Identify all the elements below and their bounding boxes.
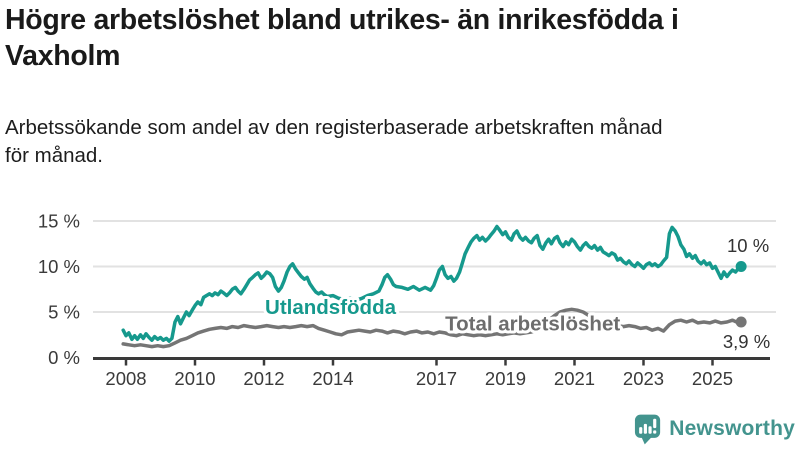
- page-title: Högre arbetslöshet bland utrikes- än inr…: [5, 2, 797, 74]
- x-axis-label: 2021: [554, 368, 595, 389]
- y-axis-label: 10 %: [38, 256, 80, 277]
- x-axis-label: 2019: [485, 368, 526, 389]
- y-axis-label: 5 %: [48, 302, 80, 323]
- series-label-utlandsfodda: Utlandsfödda: [265, 296, 397, 319]
- series-line-utlandsfodda: [121, 224, 743, 343]
- subtitle-line-1: Arbetssökande som andel av den registerb…: [5, 116, 663, 139]
- y-axis-label: 0 %: [48, 347, 80, 368]
- x-axis-label: 2025: [692, 368, 733, 389]
- series-label-total: Total arbetslöshet: [445, 313, 620, 336]
- newsworthy-logo: Newsworthy: [634, 411, 795, 447]
- subtitle-line-2: för månad.: [5, 144, 103, 167]
- end-value-label-total: 3,9 %: [723, 331, 770, 352]
- x-axis-label: 2017: [416, 368, 457, 389]
- series-end-dot-utlandsfodda: [735, 261, 747, 272]
- x-axis-label: 2010: [174, 368, 215, 389]
- end-value-label-utlandsfodda: 10 %: [727, 235, 769, 256]
- title-line-2: Vaxholm: [5, 40, 121, 72]
- title-line-1: Högre arbetslöshet bland utrikes- än inr…: [5, 4, 679, 36]
- x-axis-label: 2023: [623, 368, 664, 389]
- series-end-dot-total: [735, 316, 747, 328]
- y-axis-label: 15 %: [38, 211, 80, 232]
- series-line-total: [121, 307, 743, 349]
- chart-subtitle: Arbetssökande som andel av den registerb…: [5, 114, 795, 170]
- x-axis-label: 2012: [243, 368, 284, 389]
- newsworthy-logo-icon: [635, 414, 661, 444]
- x-axis-label: 2014: [312, 368, 353, 389]
- newsworthy-logo-text: Newsworthy: [669, 417, 795, 440]
- x-axis-label: 2008: [105, 368, 146, 389]
